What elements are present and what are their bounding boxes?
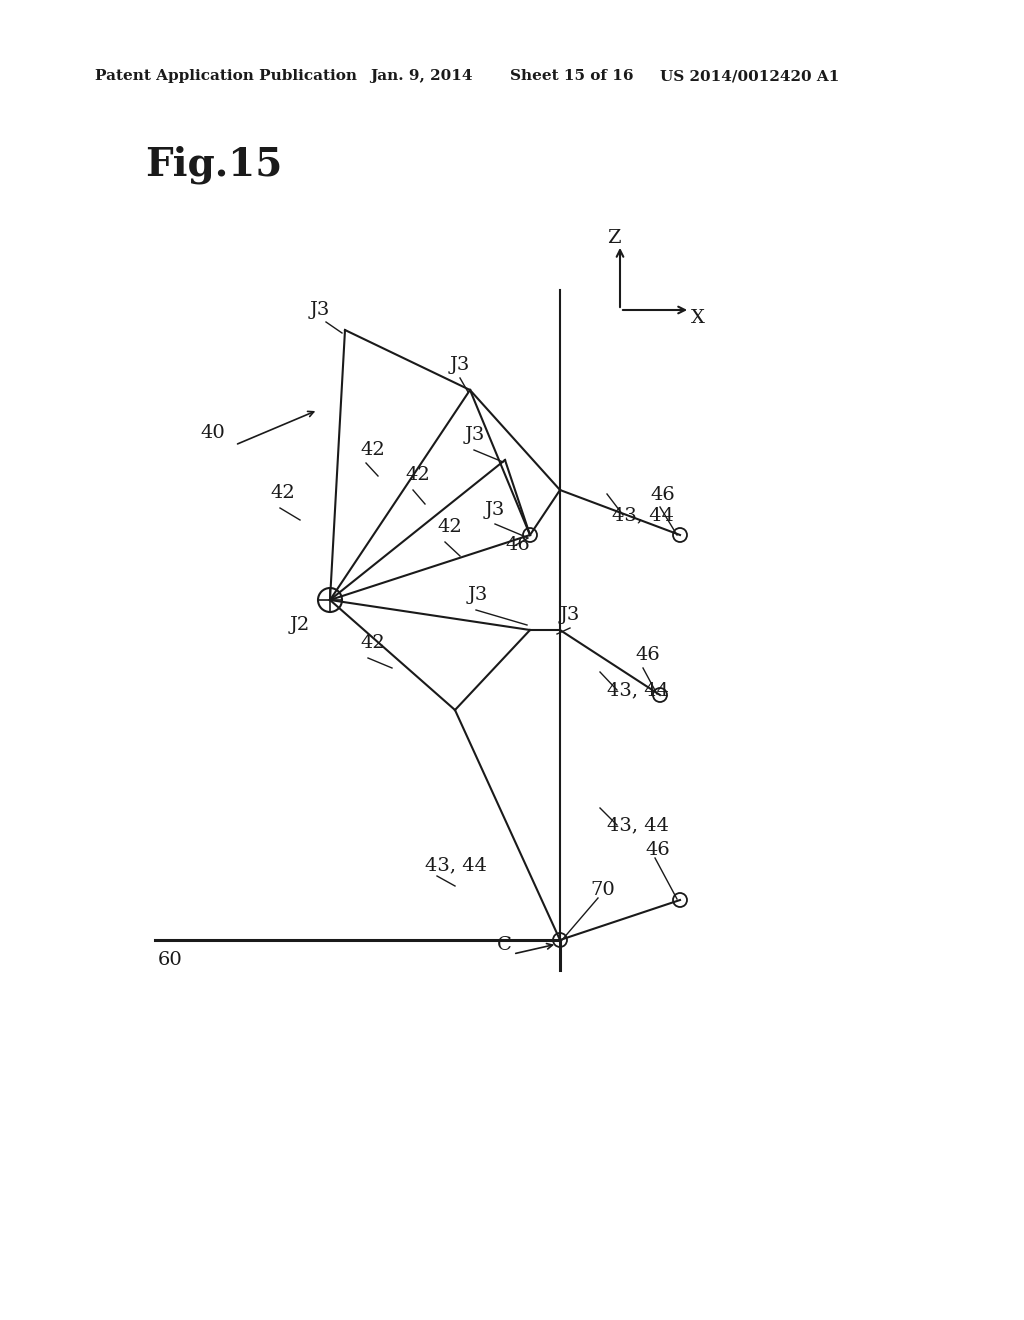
Text: 46: 46 — [645, 841, 670, 859]
Text: J3: J3 — [310, 301, 331, 319]
Text: US 2014/0012420 A1: US 2014/0012420 A1 — [660, 69, 840, 83]
Text: 42: 42 — [360, 634, 385, 652]
Text: 46: 46 — [635, 645, 659, 664]
Text: 42: 42 — [360, 441, 385, 459]
Text: 42: 42 — [406, 466, 430, 484]
Text: J3: J3 — [468, 586, 488, 605]
Text: C: C — [497, 936, 512, 954]
Text: 46: 46 — [650, 486, 675, 504]
Text: 43, 44: 43, 44 — [612, 506, 674, 524]
Text: 42: 42 — [270, 484, 295, 502]
Text: J3: J3 — [485, 502, 506, 519]
Text: Patent Application Publication: Patent Application Publication — [95, 69, 357, 83]
Text: Fig.15: Fig.15 — [145, 145, 283, 183]
Text: 43, 44: 43, 44 — [607, 816, 669, 834]
Text: 43, 44: 43, 44 — [425, 855, 487, 874]
Text: J3: J3 — [560, 606, 581, 624]
Text: 46: 46 — [505, 536, 529, 554]
Text: 43, 44: 43, 44 — [607, 681, 669, 700]
Text: X: X — [691, 309, 705, 327]
Text: J3: J3 — [465, 426, 485, 444]
Text: 40: 40 — [200, 424, 224, 442]
Text: J3: J3 — [450, 356, 470, 374]
Text: Jan. 9, 2014: Jan. 9, 2014 — [370, 69, 472, 83]
Text: Sheet 15 of 16: Sheet 15 of 16 — [510, 69, 634, 83]
Text: 70: 70 — [590, 880, 614, 899]
Text: 42: 42 — [437, 517, 462, 536]
Text: 60: 60 — [158, 950, 182, 969]
Text: Z: Z — [607, 228, 621, 247]
Text: J2: J2 — [290, 616, 310, 634]
